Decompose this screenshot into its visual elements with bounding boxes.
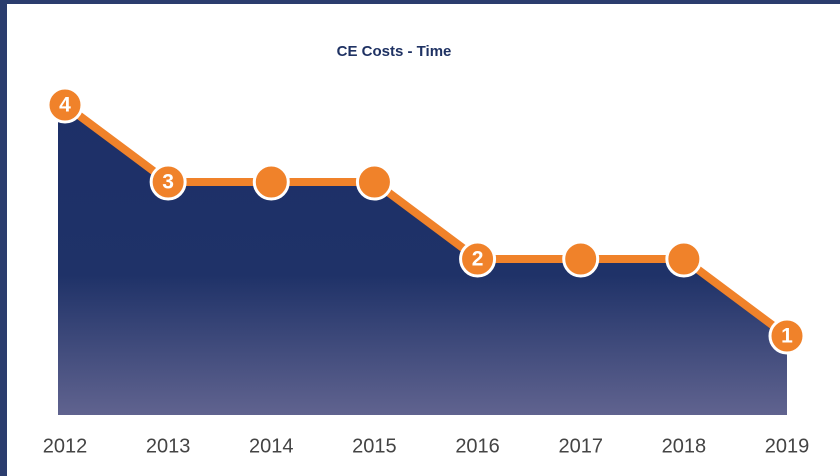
frame-left bbox=[0, 0, 7, 476]
point bbox=[562, 240, 600, 278]
x-tick-label: 2014 bbox=[249, 435, 294, 457]
data-label: 3 bbox=[162, 171, 174, 194]
point bbox=[252, 163, 290, 201]
chart-title: CE Costs - Time bbox=[337, 43, 452, 60]
x-tick-label: 2013 bbox=[146, 435, 191, 457]
point bbox=[768, 317, 806, 355]
point bbox=[355, 163, 393, 201]
data-label: 4 bbox=[59, 94, 71, 117]
data-label: 2 bbox=[472, 248, 484, 271]
point bbox=[665, 240, 703, 278]
point bbox=[46, 86, 84, 124]
frame-top bbox=[0, 0, 840, 4]
point bbox=[149, 163, 187, 201]
x-tick-label: 2015 bbox=[352, 435, 397, 457]
x-tick-label: 2019 bbox=[765, 435, 810, 457]
point bbox=[459, 240, 497, 278]
x-tick-label: 2012 bbox=[43, 435, 88, 457]
x-tick-label: 2018 bbox=[662, 435, 707, 457]
x-tick-label: 2016 bbox=[455, 435, 500, 457]
data-label: 1 bbox=[781, 325, 793, 348]
x-tick-label: 2017 bbox=[558, 435, 603, 457]
plot: 4 3 2 1 2012 2013 2014 2015 2016 2017 2018 2019 bbox=[43, 86, 810, 457]
